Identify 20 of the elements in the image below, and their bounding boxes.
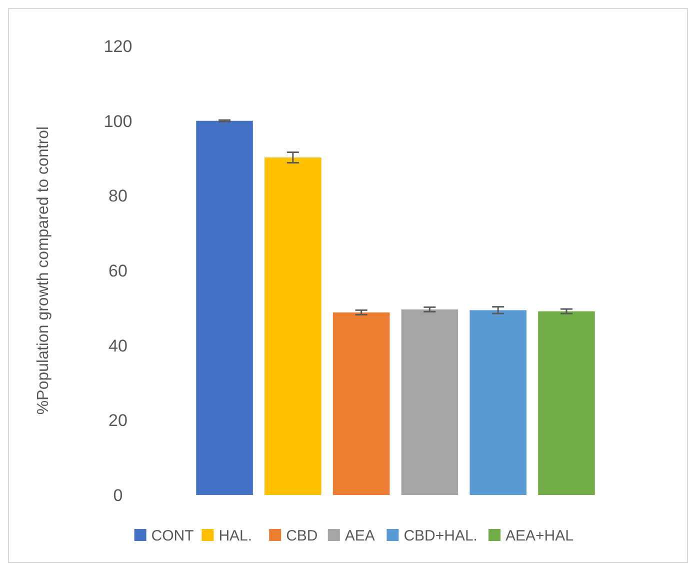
y-axis-title: %Population growth compared to control [35, 126, 52, 415]
legend-label: HAL. [218, 527, 252, 544]
y-tick-label: 0 [113, 486, 123, 505]
bar [332, 312, 390, 495]
bar [264, 158, 322, 495]
bar [470, 310, 526, 495]
bar [401, 309, 458, 495]
y-tick-label: 80 [108, 186, 128, 206]
y-tick-label: 60 [108, 261, 128, 280]
y-tick-label: 40 [108, 336, 128, 356]
legend-label: AEA [344, 527, 375, 544]
legend-label: CONT [151, 527, 194, 544]
y-tick-label: 100 [104, 112, 132, 131]
legend-label: AEA+HAL [506, 527, 574, 544]
legend-label: CBD+HAL. [404, 527, 478, 544]
bar [196, 120, 253, 495]
bar [538, 311, 595, 495]
y-tick-label: 20 [108, 411, 128, 430]
legend-label: CBD [286, 527, 318, 544]
y-tick-label: 120 [104, 36, 132, 56]
